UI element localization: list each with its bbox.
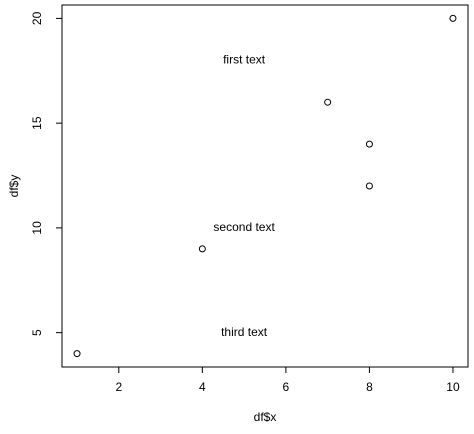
x-tick-label: 4 [199,380,206,394]
scatter-point-5 [365,182,373,190]
y-axis-label: df$y [7,175,21,198]
annotation-3: third text [221,325,268,339]
y-tick-label: 5 [30,329,44,336]
y-axis: 5 10 15 20 [30,11,63,336]
x-tick-label: 6 [283,380,290,394]
x-axis-label: df$x [254,410,277,424]
scatter-point-6 [449,14,457,22]
x-axis: 2 4 6 8 10 [115,366,460,394]
x-tick-label: 10 [446,380,460,394]
scatter-point-4 [365,140,373,148]
annotation-1: first text [223,52,266,66]
y-tick-label: 10 [30,221,44,235]
data-points [73,14,457,358]
scatter-point-3 [324,98,332,106]
annotations: first text second text third text [213,52,275,338]
y-tick-label: 20 [30,11,44,25]
annotation-2: second text [213,220,275,234]
scatter-point-2 [198,245,206,253]
x-tick-label: 8 [366,380,373,394]
x-tick-label: 2 [115,380,122,394]
scatter-point-1 [73,350,81,358]
y-tick-label: 15 [30,116,44,130]
